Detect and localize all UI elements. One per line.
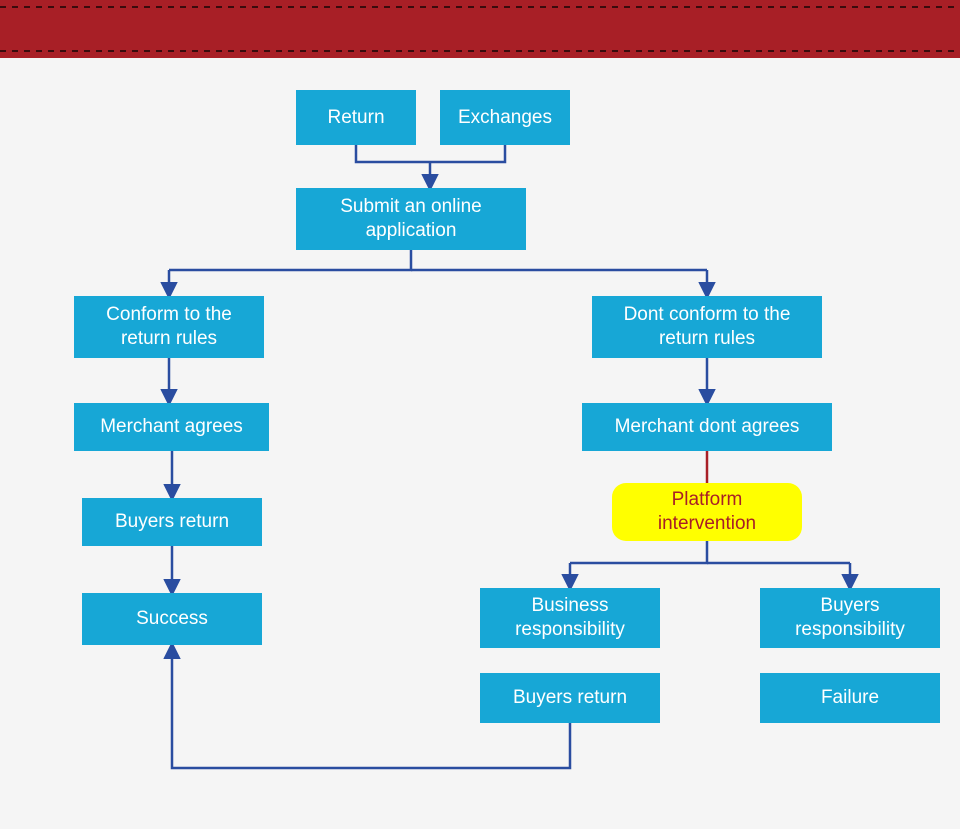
node-failure: Failure <box>760 673 940 723</box>
node-conform: Conform to thereturn rules <box>74 296 264 358</box>
node-return: Return <box>296 90 416 145</box>
node-merch_agree: Merchant agrees <box>74 403 269 451</box>
edge-2 <box>169 250 411 270</box>
node-success: Success <box>82 593 262 645</box>
node-dont_conform: Dont conform to thereturn rules <box>592 296 822 358</box>
node-merch_dont: Merchant dont agrees <box>582 403 832 451</box>
node-biz_resp: Businessresponsibility <box>480 588 660 648</box>
node-buyers_ret_r: Buyers return <box>480 673 660 723</box>
node-platform: Platformintervention <box>612 483 802 541</box>
header-bg <box>0 0 960 58</box>
edge-11 <box>570 541 707 563</box>
node-submit: Submit an onlineapplication <box>296 188 526 250</box>
node-buy_resp: Buyersresponsibility <box>760 588 940 648</box>
edge-0 <box>356 145 505 162</box>
node-buyers_ret_l: Buyers return <box>82 498 262 546</box>
flowchart-canvas: Return Exchanges Submit an onlineapplicati… <box>0 58 960 829</box>
header-banner: RETURN PROCESS <box>0 0 960 58</box>
node-exchanges: Exchanges <box>440 90 570 145</box>
